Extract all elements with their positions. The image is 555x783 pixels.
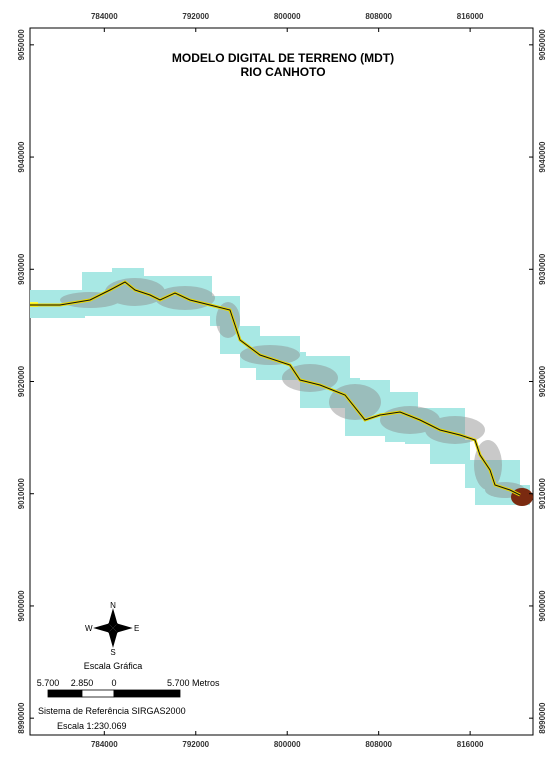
x-tick-label: 792000 [182,740,209,749]
map-sheet: MODELO DIGITAL DE TERRENO (MDT) RIO CANH… [0,0,555,778]
y-tick-label: 9000000 [17,590,26,622]
y-tick-label: 9030000 [538,253,547,285]
compass-s: S [110,648,115,657]
subtitle: RIO CANHOTO [240,65,325,79]
y-tick-label: 9030000 [17,253,26,285]
scale-bar [48,690,180,697]
y-tick-label: 9020000 [17,365,26,397]
title: MODELO DIGITAL DE TERRENO (MDT) [172,51,394,65]
x-tick-label: 784000 [91,12,118,21]
scale-title: Escala Gráfica [84,661,143,671]
y-tick-label: 9010000 [17,478,26,510]
y-tick-label: 8990000 [17,702,26,734]
y-tick-label: 9020000 [538,365,547,397]
y-tick-label: 9050000 [17,29,26,61]
x-tick-label: 800000 [274,740,301,749]
x-tick-label: 792000 [182,12,209,21]
compass-n: N [110,601,116,610]
x-tick-label: 816000 [457,740,484,749]
y-tick-label: 9050000 [538,29,547,61]
x-tick-label: 808000 [365,740,392,749]
scale-label: 5.700 [37,678,60,688]
x-tick-label: 800000 [274,12,301,21]
scale-label: 0 [111,678,116,688]
x-tick-label: 808000 [365,12,392,21]
x-tick-label: 816000 [457,12,484,21]
y-tick-label: 9000000 [538,590,547,622]
compass-e: E [134,624,139,633]
x-tick-label: 784000 [91,740,118,749]
y-tick-label: 9010000 [538,478,547,510]
scale-label: 2.850 [71,678,94,688]
scale: Escala 1:230.069 [57,721,127,731]
y-tick-label: 9040000 [538,141,547,173]
compass-w: W [85,624,93,633]
scale-label: 5.700 Metros [167,678,220,688]
reference: Sistema de Referência SIRGAS2000 [38,706,186,716]
y-tick-label: 9040000 [17,141,26,173]
y-tick-label: 8990000 [538,702,547,734]
